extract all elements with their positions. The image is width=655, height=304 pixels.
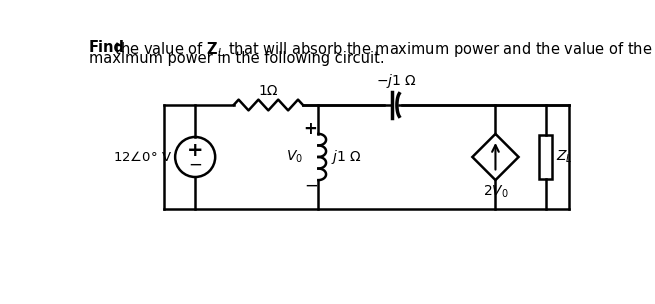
Text: +: +	[304, 120, 318, 138]
Bar	[538, 135, 552, 179]
Text: $-j1\ \Omega$: $-j1\ \Omega$	[376, 72, 417, 90]
Text: $2V_0$: $2V_0$	[483, 183, 508, 199]
Text: $j1\ \Omega$: $j1\ \Omega$	[331, 148, 362, 166]
Text: Find: Find	[89, 40, 125, 55]
Text: the value of $\mathbf{Z}_{L}$ that will absorb the maximum power and the value o: the value of $\mathbf{Z}_{L}$ that will …	[109, 40, 652, 59]
Text: $-$: $-$	[303, 176, 318, 194]
Text: 1Ω: 1Ω	[259, 84, 278, 98]
Text: $-$: $-$	[188, 155, 202, 173]
Text: +: +	[187, 141, 204, 160]
Text: maximum power in the following circuit.: maximum power in the following circuit.	[89, 51, 384, 66]
Text: $Z_L$: $Z_L$	[555, 149, 572, 165]
Text: $12\angle0°$ V: $12\angle0°$ V	[113, 150, 172, 164]
Text: $V_0$: $V_0$	[286, 149, 303, 165]
